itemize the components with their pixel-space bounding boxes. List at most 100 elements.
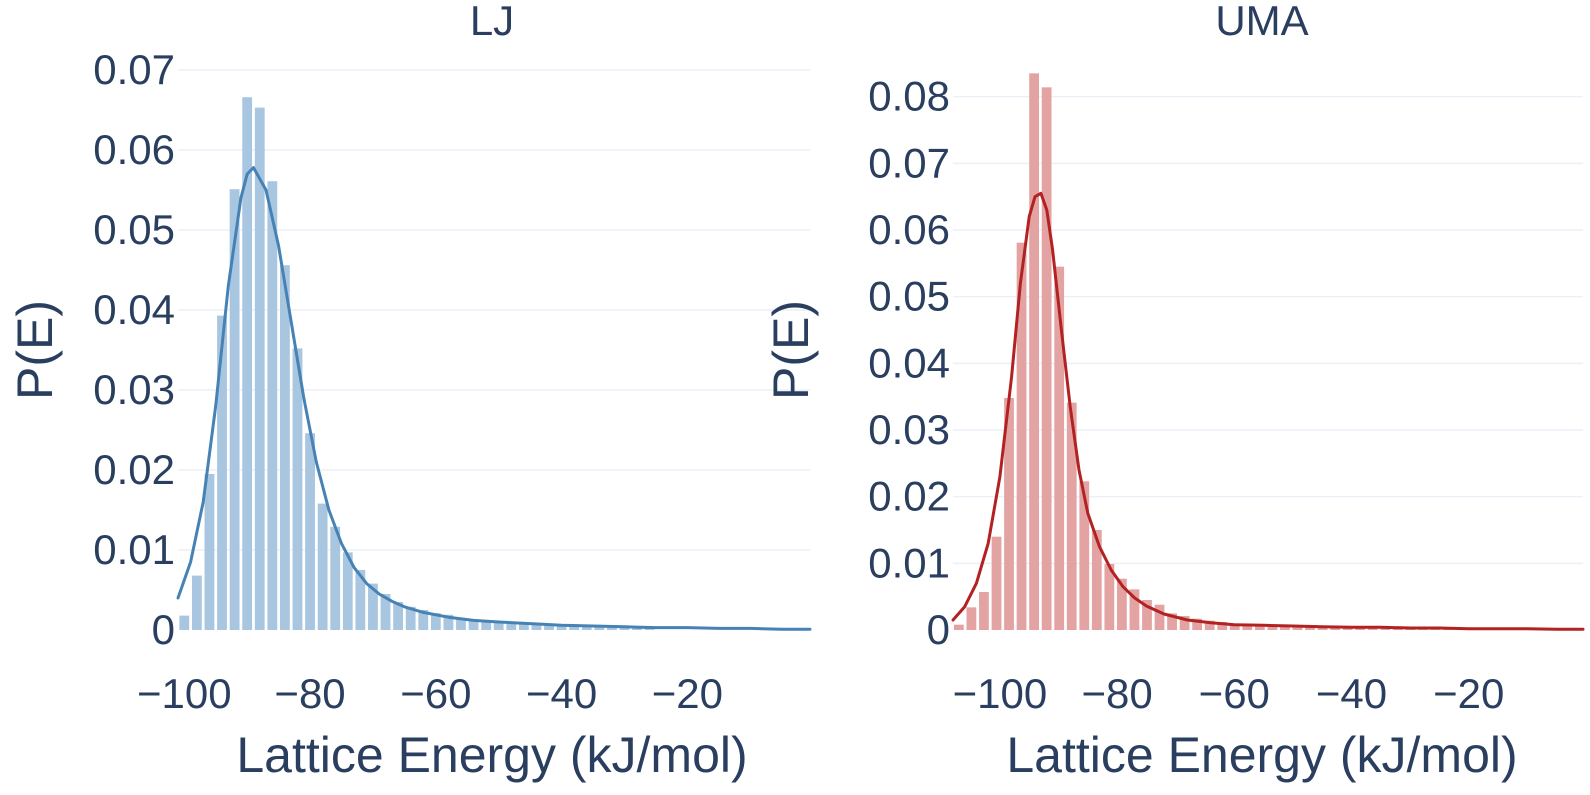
y-tick-label: 0.02 [93, 446, 175, 493]
histogram-bar [544, 625, 554, 630]
histogram-bar [953, 624, 964, 630]
histogram-bar [418, 610, 429, 630]
histogram-bar [317, 503, 328, 630]
histogram-bar [531, 624, 542, 630]
panel-lj: LJ Lattice Energy (kJ/mol) P(E) 0 0.01 0.0… [7, 0, 812, 783]
x-tick-label: −100 [953, 670, 1048, 717]
density-curve [176, 166, 812, 631]
y-tick-label: 0 [152, 606, 175, 653]
x-tick-label: −100 [137, 670, 232, 717]
histogram-bar [1355, 628, 1366, 630]
y-tick-label: 0.07 [868, 139, 950, 186]
histogram-bar [1179, 616, 1190, 630]
y-tick-label: 0.02 [868, 473, 950, 520]
histogram-bar [280, 265, 290, 630]
histogram-bar [1254, 625, 1265, 630]
x-tick-label: −60 [400, 670, 471, 717]
histogram-bar [1267, 625, 1278, 630]
histogram-bars [179, 97, 655, 631]
histogram-bar [632, 628, 642, 630]
histogram-bar [1079, 481, 1090, 630]
y-tick-label: 0.05 [93, 206, 175, 253]
x-tick-labels: −100 −80 −60 −40 −20 [953, 670, 1505, 717]
histogram-bar [242, 97, 253, 630]
histogram-bar [493, 621, 504, 630]
panel-uma: UMA Lattice Energy (kJ/mol) P(E) 0 0.01 0.… [763, 0, 1585, 783]
histogram-bar [1142, 600, 1152, 630]
histogram-bar [481, 620, 492, 630]
histogram-bar [1129, 589, 1140, 630]
histogram-bar [1104, 564, 1115, 630]
histogram-bar [1204, 620, 1215, 630]
histogram-bar [204, 474, 215, 630]
histogram-bar [556, 626, 567, 630]
histogram-bar [1154, 604, 1165, 630]
y-tick-label: 0.01 [868, 539, 950, 586]
histogram-bar [1380, 628, 1391, 630]
histogram-bar [1016, 242, 1027, 630]
histogram-bar [991, 536, 1002, 630]
y-tick-label: 0.03 [93, 366, 175, 413]
histogram-bar [1280, 626, 1290, 630]
histogram-bar [405, 606, 416, 630]
y-tick-labels: 0 0.01 0.02 0.03 0.04 0.05 0.06 0.07 [93, 46, 175, 653]
y-tick-label: 0.08 [868, 73, 950, 120]
histogram-bar [1066, 402, 1077, 630]
y-tick-label: 0.06 [93, 126, 175, 173]
histogram-bar [518, 623, 529, 630]
histogram-bar [1091, 530, 1102, 630]
y-tick-label: 0.04 [868, 339, 950, 386]
y-tick-label: 0.01 [93, 526, 175, 573]
histogram-bar [330, 526, 341, 630]
histogram-bar [1117, 578, 1127, 630]
y-tick-label: 0.04 [93, 286, 175, 333]
x-tick-label: −40 [1316, 670, 1387, 717]
histogram-bar [380, 594, 391, 630]
histogram-bar [581, 626, 592, 630]
panel-title: LJ [470, 0, 514, 44]
y-tick-label: 0.03 [868, 406, 950, 453]
histogram-bar [1330, 627, 1340, 630]
histogram-bar [506, 622, 517, 630]
x-tick-label: −40 [526, 670, 597, 717]
histogram-bar [1292, 626, 1303, 630]
histogram-bars [953, 73, 1466, 631]
histogram-bar [267, 181, 278, 630]
histogram-bar [443, 614, 454, 630]
histogram-bar [368, 583, 378, 630]
x-tick-label: −80 [274, 670, 345, 717]
histogram-bar [979, 592, 989, 630]
histogram-bar [468, 619, 479, 630]
histogram-bar [619, 627, 630, 630]
histogram-bar [254, 107, 265, 631]
histogram-bar [355, 570, 366, 630]
histogram-bar [342, 552, 353, 630]
y-axis-label: P(E) [763, 300, 819, 400]
histogram-bar [217, 315, 227, 630]
x-axis-label: Lattice Energy (kJ/mol) [1006, 727, 1517, 783]
x-tick-label: −60 [1199, 670, 1270, 717]
x-tick-label: −20 [652, 670, 723, 717]
histogram-bar [393, 602, 404, 630]
histogram-bar [1242, 624, 1253, 630]
x-tick-labels: −100 −80 −60 −40 −20 [137, 670, 723, 717]
histogram-bar [229, 189, 240, 630]
histogram-bar [1217, 622, 1228, 630]
histogram-bar [1317, 627, 1328, 630]
panel-title: UMA [1215, 0, 1308, 44]
histogram-bar [1192, 618, 1203, 630]
histogram-bar [292, 348, 303, 630]
histogram-bar [594, 626, 605, 630]
histogram-bar [191, 575, 202, 630]
histogram-bar [569, 626, 580, 630]
histogram-bar [456, 618, 466, 630]
histogram-bar [607, 627, 617, 630]
y-tick-labels: 0 0.01 0.02 0.03 0.04 0.05 0.06 0.07 0.08 [868, 73, 950, 653]
y-tick-label: 0.06 [868, 206, 950, 253]
histogram-bar [430, 613, 441, 630]
y-tick-label: 0.05 [868, 273, 950, 320]
histogram-bar [305, 433, 315, 630]
histogram-bar [1229, 623, 1240, 630]
y-tick-label: 0.07 [93, 46, 175, 93]
